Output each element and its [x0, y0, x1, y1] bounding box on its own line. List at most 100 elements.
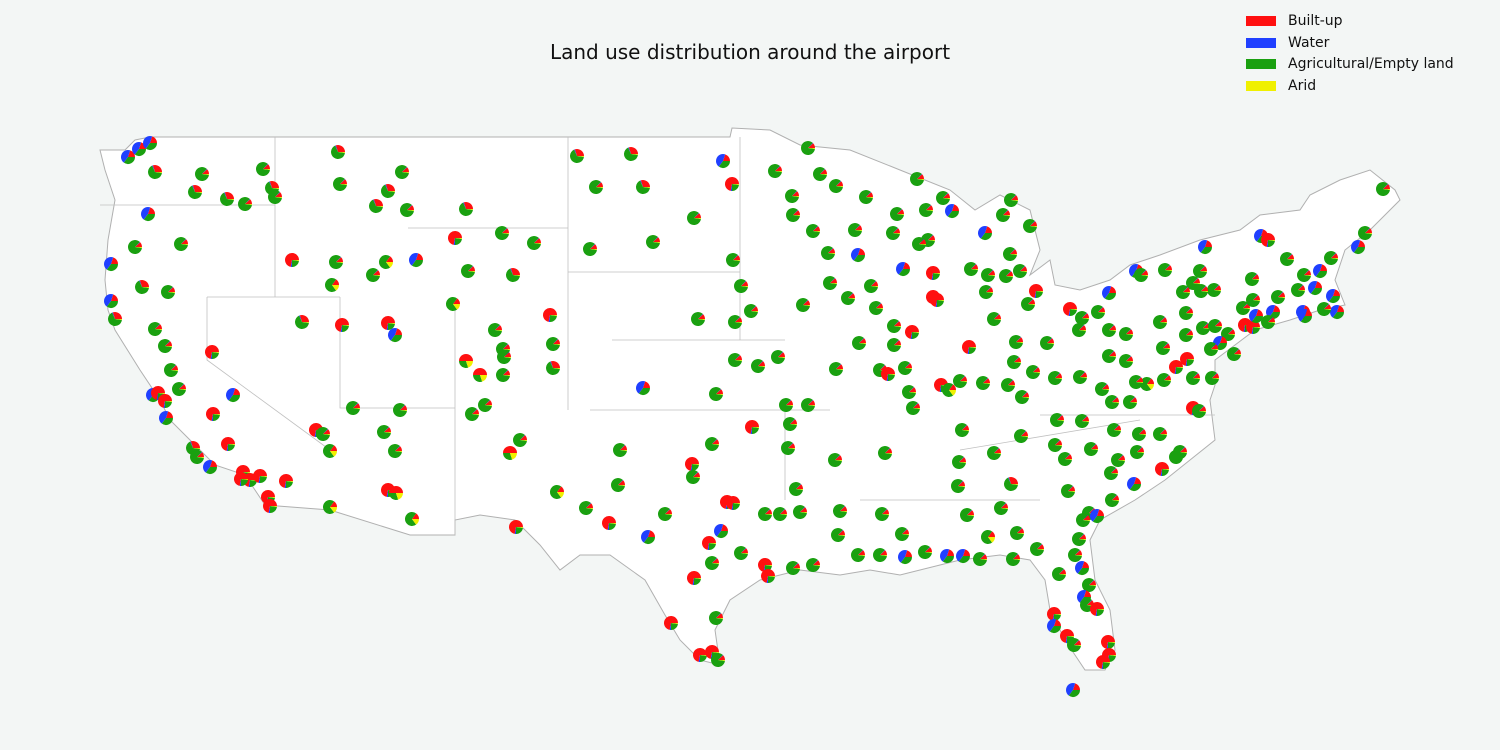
pie-slice-arid: [1067, 636, 1074, 637]
pie-slice-water: [880, 364, 886, 370]
pie-slice-built-up: [179, 384, 186, 389]
pie-slice-built-up: [820, 169, 827, 174]
airport-pie: [225, 387, 240, 403]
pie-slice-built-up: [155, 324, 162, 329]
pie-slice-agricultural: [955, 423, 969, 438]
pie-slice-built-up: [871, 281, 878, 286]
pie-slice-arid: [933, 273, 940, 274]
pie-slice-agricultural: [1007, 355, 1021, 370]
pie-slice-built-up: [735, 355, 742, 360]
pie-slice-built-up: [718, 655, 725, 660]
pie-slice-water: [386, 323, 388, 330]
pie-slice-built-up: [1074, 640, 1081, 645]
pie-slice-agricultural: [1310, 288, 1322, 295]
pie-slice-arid: [1324, 309, 1331, 310]
airport-pie: [841, 291, 855, 306]
pie-slice-built-up: [1109, 286, 1116, 293]
pie-slice-water: [1008, 477, 1011, 484]
pie-slice-arid: [735, 322, 742, 323]
pie-slice-agricultural: [145, 143, 157, 151]
pie-slice-built-up: [793, 210, 800, 215]
pie-slice-water: [192, 185, 195, 192]
pie-slice-water: [1165, 264, 1171, 270]
pie-slice-arid: [534, 243, 542, 244]
pie-slice-arid: [1211, 349, 1218, 350]
pie-slice-built-up: [192, 185, 202, 192]
pie-slice-agricultural: [801, 398, 815, 413]
airport-pie: [1102, 349, 1116, 364]
pie-slice-built-up: [1063, 301, 1077, 316]
pie-slice-agricultural: [546, 361, 560, 376]
pie-slice-built-up: [876, 303, 883, 308]
pie-slice-built-up: [947, 549, 954, 556]
airport-pie: [334, 318, 349, 332]
pie-slice-agricultural: [316, 426, 330, 441]
pie-slice-agricultural: [256, 162, 270, 177]
pie-slice-agricultural: [1102, 323, 1116, 338]
pie-slice-built-up: [1021, 431, 1028, 436]
pie-slice-arid: [735, 360, 742, 361]
airport-pie: [1119, 327, 1133, 342]
pie-slice-arid: [937, 300, 944, 301]
pie-slice-water: [851, 247, 861, 261]
pie-slice-built-up: [1287, 254, 1294, 259]
pie-slice-arid: [302, 322, 309, 323]
pie-slice-agricultural: [134, 149, 146, 156]
pie-slice-water: [731, 503, 733, 510]
pie-slice-water: [550, 361, 553, 368]
airport-pie: [1172, 445, 1187, 459]
pie-slice-water: [1266, 240, 1268, 247]
pie-slice-built-up: [285, 252, 299, 267]
pie-slice-built-up: [1082, 416, 1089, 421]
pie-slice-water: [962, 424, 968, 430]
pie-slice-water: [1109, 350, 1115, 356]
pie-slice-water: [955, 548, 966, 562]
pie-slice-arid: [694, 218, 701, 219]
pie-slice-water: [225, 387, 236, 401]
pie-slice-built-up: [1139, 429, 1146, 434]
pie-slice-agricultural: [728, 353, 742, 368]
airport-pie: [1157, 372, 1171, 387]
pie-slice-water: [1089, 507, 1095, 513]
pie-slice-water: [299, 315, 302, 322]
pie-slice-built-up: [1365, 228, 1372, 233]
pie-slice-water: [1075, 549, 1081, 555]
pie-slice-built-up: [902, 529, 909, 534]
pie-slice-built-up: [1169, 360, 1183, 374]
airport-pie: [1072, 322, 1087, 337]
pie-slice-water: [994, 447, 1000, 453]
airport-pie: [1104, 465, 1118, 480]
pie-slice-agricultural: [260, 476, 267, 483]
pie-slice-agricultural: [389, 493, 399, 501]
airport-pie: [121, 150, 135, 164]
airport-pie: [1030, 541, 1044, 556]
pie-slice-built-up: [386, 256, 393, 262]
pie-slice-agricultural: [980, 233, 992, 240]
pie-slice-arid: [813, 231, 820, 232]
airport-pie: [726, 496, 740, 510]
pie-slice-water: [1365, 227, 1371, 233]
pie-slice-agricultural: [624, 147, 638, 161]
pie-slice-agricultural: [228, 444, 235, 451]
airport-pie: [377, 424, 391, 439]
pie-slice-arid: [1126, 361, 1133, 362]
pie-slice-arid: [181, 244, 188, 245]
pie-slice-built-up: [926, 205, 933, 210]
pie-slice-water: [596, 181, 602, 187]
pie-slice-agricultural: [895, 527, 909, 542]
pie-slice-water: [640, 180, 643, 187]
pie-slice-arid: [1201, 291, 1208, 292]
airport-pie: [998, 269, 1013, 284]
airport-pie: [906, 401, 920, 416]
airport-pie: [381, 184, 395, 199]
pie-slice-water: [1112, 396, 1118, 402]
pie-slice-water: [353, 402, 359, 408]
airport-pie: [1196, 321, 1210, 336]
pie-slice-built-up: [813, 560, 820, 565]
airport-pie: [1205, 370, 1219, 385]
pie-slice-agricultural: [1280, 252, 1294, 266]
pie-slice-water: [156, 393, 158, 400]
pie-slice-built-up: [1180, 351, 1194, 366]
pie-slice-agricultural: [550, 485, 562, 500]
pie-slice-agricultural: [379, 255, 391, 269]
